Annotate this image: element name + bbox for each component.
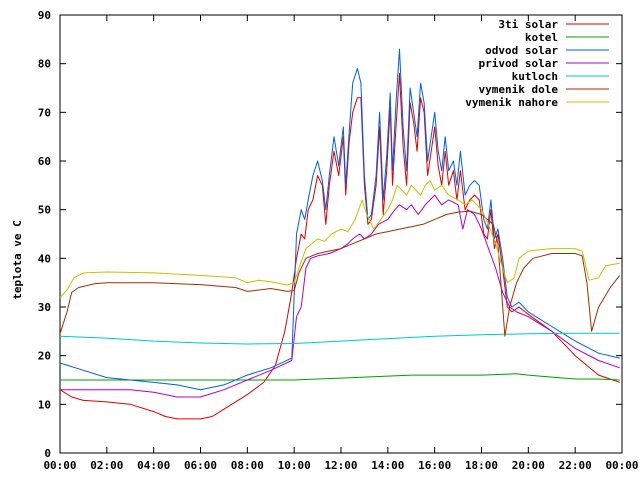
legend-label: kutloch xyxy=(512,70,558,83)
x-tick-label: 14:00 xyxy=(371,459,404,472)
y-tick-label: 30 xyxy=(38,301,51,314)
y-tick-label: 20 xyxy=(38,350,51,363)
series-line-vymenik-dole xyxy=(59,210,621,337)
axes-layer: 0 10 20 30 40 50 60 70 80 90 00:00 02:00 04:00 06:00 0… xyxy=(38,9,639,472)
legend-label: privod solar xyxy=(479,57,559,70)
series-layer xyxy=(59,48,621,420)
x-tick-label: 12:00 xyxy=(324,459,357,472)
y-tick-label: 10 xyxy=(38,398,51,411)
legend-label: kotel xyxy=(525,31,558,44)
y-tick-label: 0 xyxy=(44,447,51,460)
legend-label: 3ti solar xyxy=(498,18,558,31)
series-line-kutloch xyxy=(59,332,620,345)
x-tick-label: 00:00 xyxy=(43,459,76,472)
series-line-vymenik-nahore xyxy=(59,180,620,298)
x-tick-label: 06:00 xyxy=(184,459,217,472)
x-tick-label: 08:00 xyxy=(231,459,264,472)
y-tick-label: 50 xyxy=(38,204,51,217)
x-tick-label: 18:00 xyxy=(465,459,498,472)
x-tick-label: 22:00 xyxy=(559,459,592,472)
series-line-3ti-solar xyxy=(59,72,620,420)
y-tick-label: 70 xyxy=(38,106,51,119)
x-tick-label: 16:00 xyxy=(418,459,451,472)
x-tick-label: 10:00 xyxy=(278,459,311,472)
x-tick-label: 04:00 xyxy=(137,459,170,472)
series-line-odvod-solar xyxy=(59,48,620,391)
x-tick-label: 02:00 xyxy=(90,459,123,472)
y-tick-label: 80 xyxy=(38,58,51,71)
x-tick-label: 00:00 xyxy=(605,459,638,472)
y-tick-label: 60 xyxy=(38,155,51,168)
series-line-privod-solar xyxy=(60,194,620,398)
legend-label: vymenik nahore xyxy=(465,96,558,109)
y-tick-label: 90 xyxy=(38,9,51,22)
series-line-kotel xyxy=(60,373,620,381)
x-tick-label: 20:00 xyxy=(512,459,545,472)
legend-label: odvod solar xyxy=(485,44,558,57)
y-tick-label: 40 xyxy=(38,252,51,265)
y-axis-label: teplota ve C xyxy=(11,220,24,299)
legend-label: vymenik dole xyxy=(479,83,559,96)
